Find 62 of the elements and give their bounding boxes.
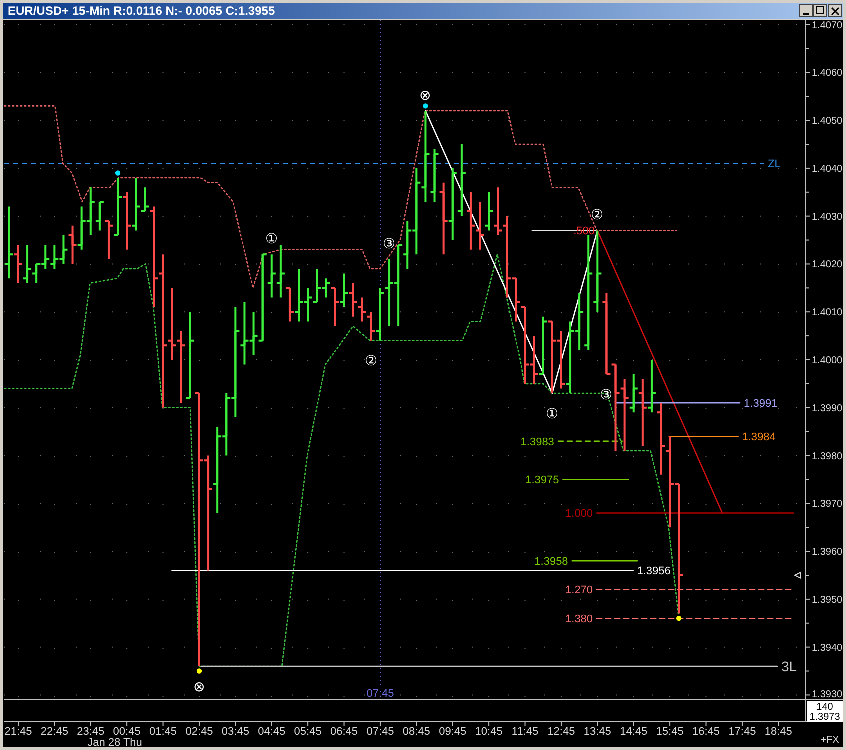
annotation: ② (364, 352, 378, 369)
text: 1.3973 (810, 712, 841, 723)
x-tick-label: 12:45 (548, 726, 576, 738)
x-tick-label: 09:45 (439, 726, 467, 738)
y-tick-label: 1.4020 (812, 260, 844, 271)
annotation: ③ (600, 386, 614, 402)
x-tick-label: 02:45 (186, 726, 214, 738)
y-tick-label: 1.3940 (812, 642, 844, 654)
x-tick-label: 15:45 (656, 726, 684, 738)
x-tick-label: 01:45 (150, 726, 178, 738)
x-tick-label: 17:45 (728, 726, 756, 738)
annotation: 1.380 (566, 613, 594, 626)
annotation: 1.3975 (526, 474, 560, 487)
annotation: ⊗ (420, 86, 432, 103)
x-tick-label: 04:45 (258, 726, 286, 738)
ref-line-label: ZL (768, 158, 781, 171)
x-tick-label: 10:45 (475, 726, 503, 738)
y-tick-label: 1.4030 (812, 212, 844, 223)
y-tick-label: 1.3980 (812, 451, 844, 462)
text: 140 (816, 702, 834, 713)
annotation: ① (546, 405, 559, 422)
y-tick-label: 1.4010 (812, 308, 844, 319)
x-tick-label: 14:45 (620, 726, 648, 738)
y-tick-label: 1.3950 (812, 594, 844, 606)
x-tick-label: 18:45 (764, 726, 792, 738)
annotation: 3L (781, 658, 798, 674)
y-tick-label: 1.3970 (812, 499, 844, 510)
x-tick-label: 00:45 (113, 726, 141, 738)
x-tick-label: 05:45 (294, 726, 322, 738)
x-tick-label: 08:45 (402, 726, 430, 738)
y-tick-label: 1.4040 (812, 164, 844, 175)
x-tick-label: 23:45 (77, 726, 105, 738)
x-tick-label: 21:45 (4, 726, 32, 738)
x-tick-label: 16:45 (692, 726, 720, 738)
x-tick-label: 22:45 (40, 726, 68, 738)
y-tick-label: 1.3930 (812, 690, 844, 700)
annotation: 1.3983 (520, 436, 554, 448)
x-tick-label: 06:45 (330, 726, 358, 738)
annotation: ② (591, 206, 604, 223)
x-tick-label: 13:45 (584, 726, 612, 738)
annotation: 1.000 (566, 508, 594, 520)
annotation: ③ (383, 235, 396, 252)
annotation: 1.3958 (534, 556, 568, 568)
annotation: 1.270 (566, 584, 594, 597)
text: +FX (820, 735, 840, 746)
y-tick-label: 1.4000 (812, 356, 844, 366)
chart-title: EUR/USD+ 15-Min R:0.0116 N:- 0.0065 C:1.3955 (8, 4, 276, 18)
annotation: 1.3984 (742, 431, 776, 444)
y-tick-label: 1.4060 (812, 68, 844, 80)
x-tick-label: 03:45 (222, 726, 250, 738)
y-tick-label: 1.3990 (812, 403, 844, 414)
annotation: ⊗ (193, 678, 206, 694)
x-tick-label: 11:45 (512, 726, 539, 738)
annotation: 1.3991 (744, 398, 778, 410)
y-tick-label: 1.3960 (812, 547, 844, 558)
y-tick-label: 1.4050 (812, 116, 844, 128)
annotation: 1.3956 (637, 566, 671, 578)
text: Jan 28 Thu (88, 737, 142, 749)
y-tick-label: 1.4070 (812, 20, 844, 32)
x-tick-label: 07:45 (366, 726, 394, 738)
ref-line-label: 07:45 (366, 688, 394, 700)
annotation: ① (265, 230, 278, 247)
